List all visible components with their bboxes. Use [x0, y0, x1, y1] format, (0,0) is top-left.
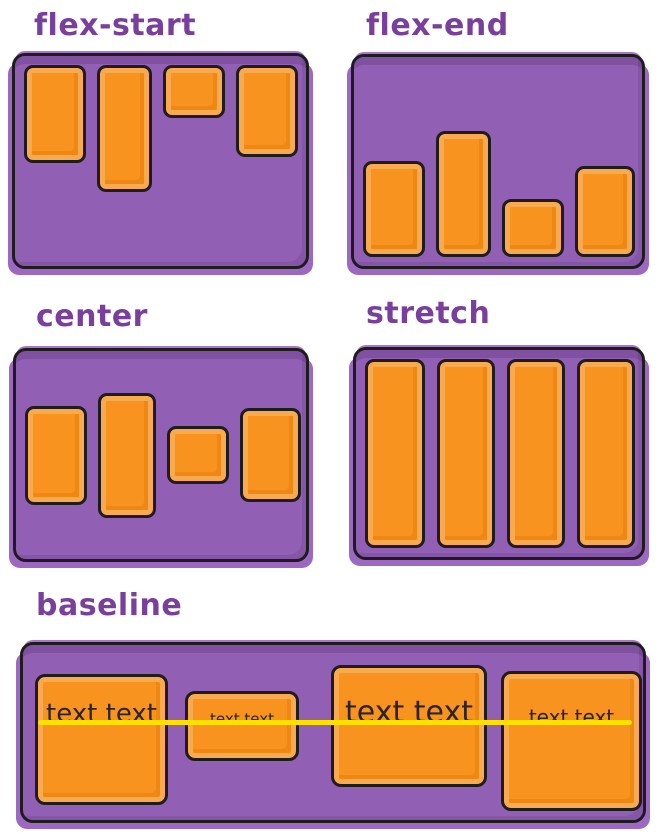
panel-label-flex-end: flex-end: [366, 8, 509, 43]
panel-label-center: center: [36, 299, 148, 334]
baseline-item: text text: [331, 665, 487, 787]
baseline-item-text: text text: [528, 705, 615, 729]
flex-item: [363, 161, 425, 257]
baseline-line: [38, 720, 632, 725]
flex-item: [97, 65, 152, 192]
flex-item: [25, 405, 87, 505]
baseline-item-text: text text: [210, 710, 274, 728]
panel-label-flex-start: flex-start: [34, 8, 197, 43]
panel-label-stretch: stretch: [366, 296, 491, 331]
flex-container-flex-start: [12, 53, 309, 269]
flex-item: [365, 359, 425, 548]
flex-container-stretch: [353, 347, 645, 560]
flex-item: [577, 359, 635, 548]
flex-item: [98, 392, 156, 518]
flex-item: [163, 65, 225, 118]
flex-item: [24, 65, 86, 163]
panel-label-baseline: baseline: [36, 588, 183, 623]
baseline-item: text text: [185, 691, 299, 761]
flex-item: [437, 359, 495, 548]
flex-item: [507, 359, 565, 548]
flex-item: [167, 426, 229, 484]
flex-container-baseline: text text text text text text text text: [20, 642, 646, 823]
flex-item: [236, 65, 298, 157]
flex-item: [502, 199, 564, 257]
baseline-item: text text: [501, 671, 642, 811]
flex-container-center: [13, 348, 309, 562]
flex-item: [436, 131, 491, 257]
flex-item: [240, 408, 301, 502]
flex-item: [575, 166, 635, 257]
flex-container-flex-end: [351, 54, 645, 269]
baseline-item: text text: [35, 674, 168, 805]
